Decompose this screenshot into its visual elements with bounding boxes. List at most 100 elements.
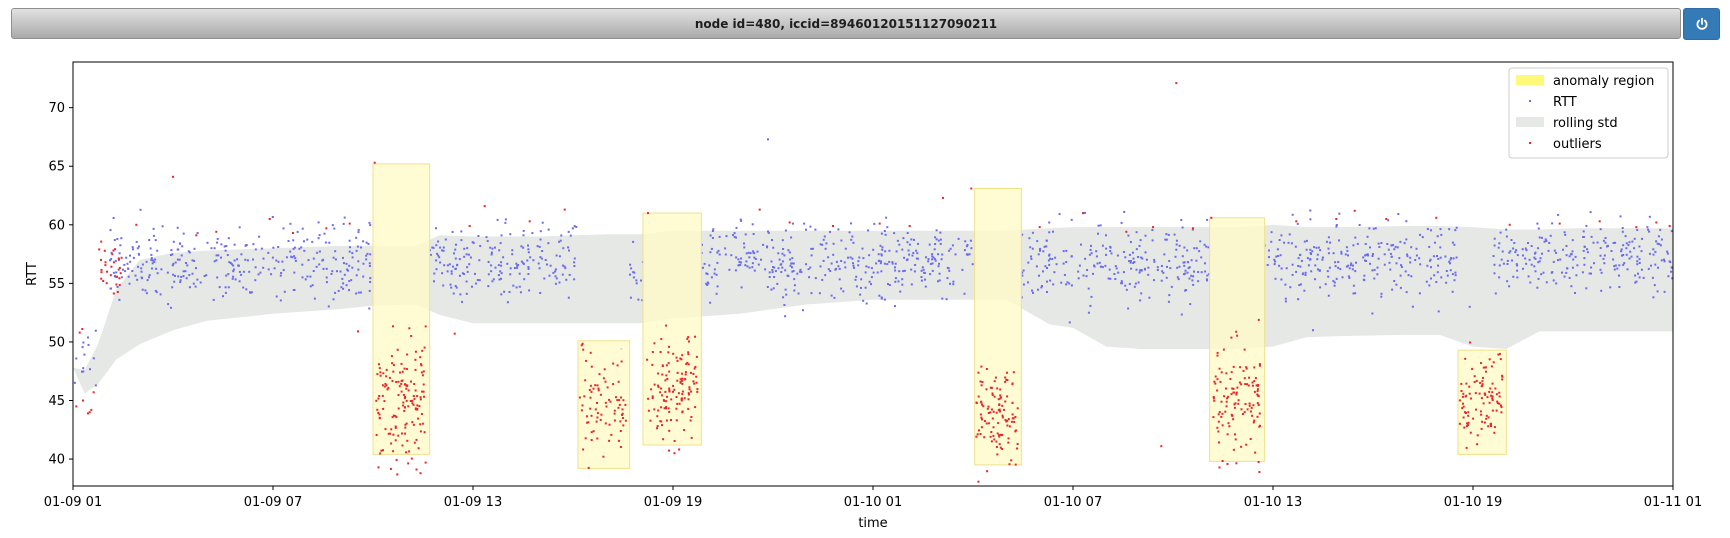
rtt-point xyxy=(322,258,325,261)
outlier-point xyxy=(1335,218,1338,220)
rtt-point xyxy=(502,256,505,259)
rtt-point xyxy=(1184,269,1187,272)
outlier-point xyxy=(984,420,986,423)
rtt-point xyxy=(1610,250,1613,252)
rtt-point xyxy=(298,247,301,250)
rtt-point xyxy=(1455,226,1458,229)
rtt-point xyxy=(1448,228,1451,231)
outlier-point xyxy=(992,426,995,429)
rtt-point xyxy=(227,237,230,240)
rtt-point xyxy=(1139,299,1142,302)
rtt-point xyxy=(1274,277,1277,280)
rtt-point xyxy=(784,315,787,318)
rtt-point xyxy=(137,265,139,268)
outlier-point xyxy=(979,380,982,383)
rtt-point xyxy=(883,298,886,301)
outlier-point xyxy=(1213,399,1216,402)
rtt-point xyxy=(703,262,706,265)
rtt-point xyxy=(938,272,941,275)
rtt-point xyxy=(1371,255,1374,257)
rtt-point xyxy=(740,286,743,289)
outlier-point xyxy=(118,284,121,287)
outlier-point xyxy=(378,367,381,370)
rtt-point xyxy=(740,261,742,264)
rtt-point xyxy=(933,258,936,260)
rtt-point xyxy=(1574,255,1577,258)
rtt-point xyxy=(573,225,576,228)
rtt-point xyxy=(461,272,464,275)
rtt-point xyxy=(126,262,129,265)
rtt-point xyxy=(472,241,475,244)
rtt-point xyxy=(838,278,841,281)
rtt-point xyxy=(1165,276,1168,279)
rtt-point xyxy=(1622,263,1625,266)
rtt-point xyxy=(1123,210,1126,213)
outlier-point xyxy=(1488,358,1491,361)
outlier-point xyxy=(409,400,412,402)
rtt-point xyxy=(1494,292,1497,295)
rtt-point xyxy=(1027,281,1029,284)
rtt-point xyxy=(573,265,576,267)
outlier-point xyxy=(681,354,684,357)
rtt-point xyxy=(351,252,354,255)
rtt-point xyxy=(1287,241,1290,244)
rtt-point xyxy=(1369,262,1371,265)
outlier-point xyxy=(942,196,944,199)
rtt-point xyxy=(242,286,245,289)
rtt-point xyxy=(932,256,935,259)
outlier-point xyxy=(617,406,620,409)
rtt-point xyxy=(1410,246,1413,249)
rtt-point xyxy=(1191,228,1194,231)
rtt-point xyxy=(301,227,304,230)
outlier-point xyxy=(980,384,983,387)
rtt-point xyxy=(312,270,315,272)
rtt-point xyxy=(1048,263,1051,266)
outlier-point xyxy=(986,407,989,410)
rtt-point xyxy=(884,250,887,253)
rtt-point xyxy=(348,264,351,267)
outlier-point xyxy=(679,357,682,360)
outlier-point xyxy=(989,435,992,438)
outlier-point xyxy=(468,225,471,227)
rtt-point xyxy=(81,370,83,373)
rtt-point xyxy=(1140,269,1143,271)
rtt-point xyxy=(1307,264,1310,267)
rtt-point xyxy=(749,252,752,255)
outlier-point xyxy=(396,473,399,476)
power-button[interactable] xyxy=(1683,8,1720,40)
outlier-point xyxy=(987,405,990,408)
rtt-point xyxy=(1309,209,1312,212)
rtt-point xyxy=(629,263,632,266)
rtt-point xyxy=(911,254,914,257)
outlier-point xyxy=(660,338,663,341)
rtt-point xyxy=(511,249,514,252)
rtt-point xyxy=(1321,256,1324,259)
outlier-point xyxy=(394,425,397,428)
outlier-point xyxy=(673,440,676,442)
y-tick-label: 40 xyxy=(48,453,65,468)
outlier-point xyxy=(578,396,581,399)
rtt-point xyxy=(1090,295,1093,298)
rtt-point xyxy=(1188,277,1191,280)
outlier-point xyxy=(528,220,531,223)
rtt-point xyxy=(1084,257,1087,260)
rtt-point xyxy=(1312,329,1314,332)
rtt-point xyxy=(345,284,348,287)
outlier-point xyxy=(1256,415,1259,418)
outlier-point xyxy=(675,396,678,398)
rtt-point xyxy=(293,246,296,249)
rtt-point xyxy=(227,286,230,289)
outlier-point xyxy=(661,394,664,397)
outlier-point xyxy=(659,391,662,394)
outlier-point xyxy=(985,368,988,370)
rtt-point xyxy=(270,273,273,276)
rtt-point xyxy=(1203,243,1206,246)
outlier-point xyxy=(419,398,422,401)
rtt-point xyxy=(429,253,432,256)
outlier-point xyxy=(604,422,607,425)
rtt-point xyxy=(229,262,232,264)
outlier-point xyxy=(1240,383,1243,386)
rtt-point xyxy=(446,264,449,267)
rtt-point xyxy=(1298,284,1301,287)
rtt-point xyxy=(888,249,891,252)
